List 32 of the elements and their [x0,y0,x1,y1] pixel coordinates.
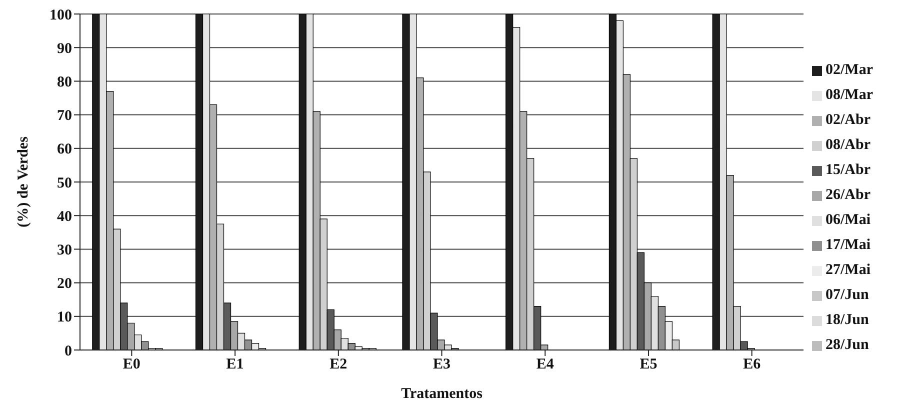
y-tick-label: 90 [57,40,72,57]
x-tick-label: E5 [640,356,658,373]
legend-label: 07/Jun [826,287,869,303]
y-tick-label: 60 [57,142,72,158]
y-tick-label: 80 [57,74,72,91]
legend-label: 26/Abr [826,187,871,203]
legend-label: 18/Jun [826,312,869,328]
legend-label: 08/Abr [826,137,871,153]
y-tick-label: 50 [57,175,72,192]
x-tick-label: E2 [330,356,348,373]
y-tick-label: 20 [57,276,72,292]
legend-label: 06/Mai [826,212,871,228]
legend-label: 15/Abr [826,162,871,178]
x-tick-label: E0 [122,356,140,373]
x-tick-label: E4 [536,356,554,373]
x-tick-label: E6 [743,356,762,373]
legend-label: 17/Mai [826,237,871,253]
y-tick-label: 40 [57,208,72,225]
legend-label: 02/Mar [826,62,873,78]
legend-label: 28/Jun [826,337,869,353]
y-tick-label: 10 [57,310,72,326]
y-tick-label: 30 [57,242,72,259]
legend-label: 02/Abr [826,112,871,128]
x-tick-label: E3 [433,356,451,373]
x-axis-title: Tratamentos [401,386,483,402]
legend-label: 08/Mar [826,87,873,103]
y-tick-label: 70 [57,108,72,124]
y-axis-title: (%) de Verdes [15,136,32,228]
x-tick-label: E1 [226,356,244,373]
y-tick-label: 0 [64,343,72,360]
legend-label: 27/Mai [826,262,871,278]
y-tick-label: 100 [50,7,72,24]
